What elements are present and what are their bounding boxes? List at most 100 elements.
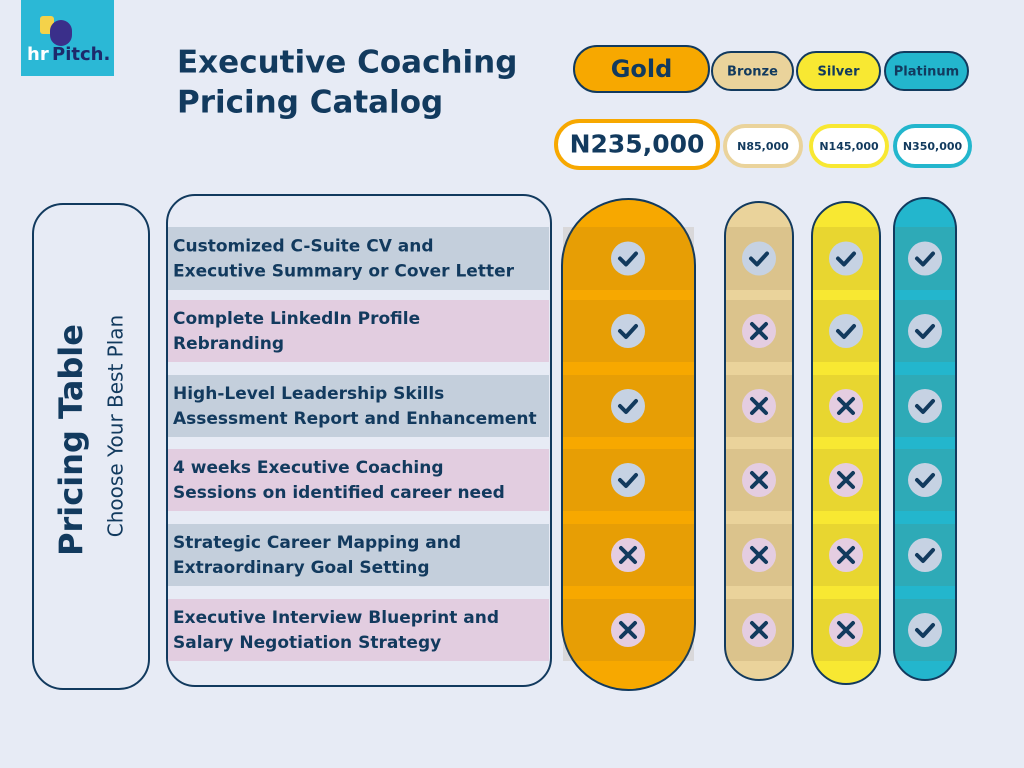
feature-text: Extraordinary Goal Setting <box>173 558 430 578</box>
icon-circle <box>611 241 645 276</box>
check-icon <box>829 241 863 276</box>
check-icon <box>829 314 863 348</box>
icon-circle <box>908 613 942 647</box>
plan-name: Platinum <box>894 65 959 80</box>
feature-text: Complete LinkedIn Profile <box>173 309 420 329</box>
check-mark <box>915 548 935 563</box>
side-subtitle: Choose Your Best Plan <box>104 315 128 537</box>
check-icon <box>908 389 942 423</box>
price-pill <box>809 124 889 168</box>
plan-pill <box>796 51 881 91</box>
feature-text: Strategic Career Mapping and <box>173 533 461 553</box>
cross-mark <box>619 546 637 564</box>
icon-circle <box>611 463 645 497</box>
title-line: Executive Coaching <box>177 45 517 81</box>
check-icon <box>908 613 942 647</box>
cross-mark <box>750 546 768 564</box>
logo-shape <box>50 20 72 46</box>
side-box <box>32 203 150 690</box>
cross-mark <box>619 621 637 639</box>
check-mark <box>618 399 638 414</box>
price-pill <box>723 124 803 168</box>
check-icon <box>611 241 645 276</box>
check-mark <box>915 399 935 414</box>
feature-text: Executive Interview Blueprint and <box>173 608 499 628</box>
icon-circle <box>908 314 942 348</box>
cross-icon <box>742 538 776 572</box>
check-icon <box>908 463 942 497</box>
plan-pill <box>884 51 969 91</box>
icon-circle <box>908 538 942 572</box>
feature-text: Customized C-Suite CV and <box>173 237 434 257</box>
check-mark <box>618 473 638 488</box>
cross-icon <box>742 389 776 423</box>
check-mark <box>836 251 856 267</box>
cross-icon <box>829 463 863 497</box>
icon-circle <box>829 241 863 276</box>
plan-price: N85,000 <box>737 140 789 153</box>
check-mark <box>749 251 769 267</box>
plan-price: N235,000 <box>570 130 705 159</box>
check-mark <box>618 324 638 339</box>
plan-pill <box>711 51 794 91</box>
cross-icon <box>611 613 645 647</box>
check-icon <box>908 538 942 572</box>
logo-prefix: hr <box>27 44 49 65</box>
check-mark <box>618 251 638 267</box>
icon-circle <box>908 389 942 423</box>
cross-mark <box>837 546 855 564</box>
feature-row <box>168 300 549 362</box>
cross-mark <box>837 397 855 415</box>
feature-text: High-Level Leadership Skills <box>173 384 444 404</box>
cross-icon <box>742 613 776 647</box>
check-icon <box>611 314 645 348</box>
cross-mark <box>750 471 768 489</box>
check-mark <box>836 324 856 339</box>
check-mark <box>915 473 935 488</box>
side-title: Pricing Table <box>52 324 90 556</box>
icon-circle <box>611 314 645 348</box>
cross-mark <box>750 322 768 340</box>
cross-icon <box>611 538 645 572</box>
cross-icon <box>742 463 776 497</box>
cross-icon <box>829 613 863 647</box>
plan-column <box>724 201 794 681</box>
feature-text: Executive Summary or Cover Letter <box>173 262 515 282</box>
feature-text: Rebranding <box>173 334 284 354</box>
icon-circle <box>908 463 942 497</box>
feature-row <box>168 599 549 661</box>
check-mark <box>915 623 935 638</box>
plan-name: Gold <box>611 55 673 83</box>
check-icon <box>611 463 645 497</box>
feature-row <box>168 227 549 290</box>
content: Gold N235,000 Bronze N85,000 Silver N145,000 P… <box>168 45 972 691</box>
plan-name: Silver <box>818 65 861 80</box>
plan-price: N145,000 <box>819 140 879 153</box>
cross-icon <box>829 389 863 423</box>
check-icon <box>611 389 645 423</box>
check-mark <box>915 324 935 339</box>
cross-mark <box>750 397 768 415</box>
check-icon <box>742 241 776 276</box>
feature-row <box>168 449 549 511</box>
plan-column <box>561 198 696 691</box>
feature-text: Assessment Report and Enhancement <box>173 409 537 429</box>
icon-circle <box>829 314 863 348</box>
check-mark <box>915 251 935 267</box>
feature-text: Sessions on identified career need <box>173 483 505 503</box>
feature-row <box>168 524 549 586</box>
feature-table <box>166 194 552 687</box>
plan-price: N350,000 <box>903 140 963 153</box>
cross-icon <box>742 314 776 348</box>
icon-circle <box>908 241 942 276</box>
cross-mark <box>750 621 768 639</box>
title-line: Pricing Catalog <box>177 85 443 121</box>
cross-mark <box>837 471 855 489</box>
cross-mark <box>837 621 855 639</box>
check-icon <box>908 314 942 348</box>
logo-name: Pitch. <box>52 44 110 65</box>
feature-row <box>168 375 549 437</box>
plan-column <box>811 201 881 685</box>
feature-text: Salary Negotiation Strategy <box>173 633 441 653</box>
feature-text: 4 weeks Executive Coaching <box>173 458 444 478</box>
